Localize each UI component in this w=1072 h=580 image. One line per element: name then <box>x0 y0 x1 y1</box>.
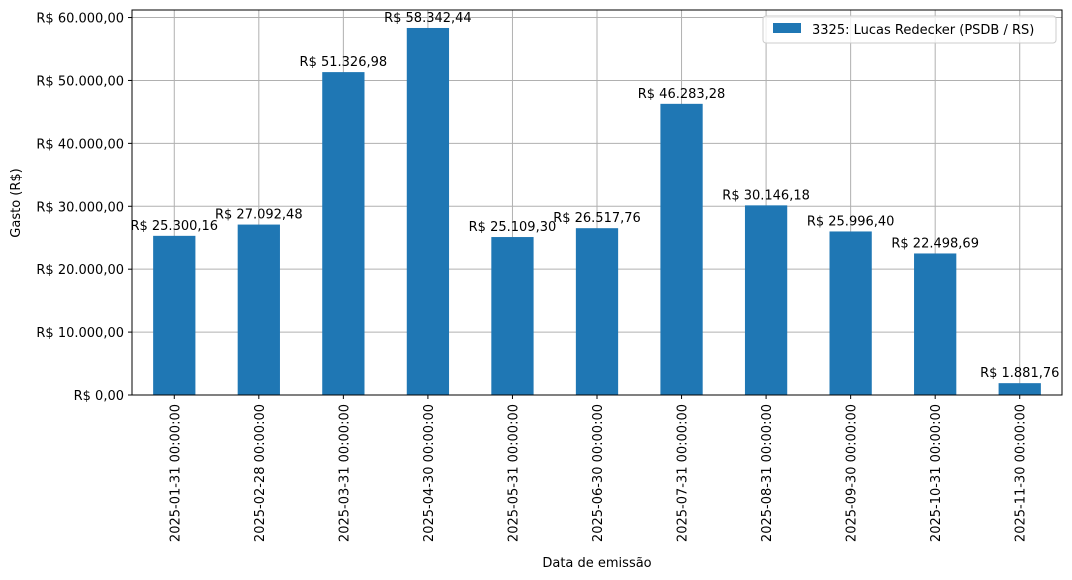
x-tick-label: 2025-01-31 00:00:00 <box>168 404 183 542</box>
bar-value-label: R$ 26.517,76 <box>553 211 641 226</box>
bars <box>153 27 1041 396</box>
bar-value-label: R$ 22.498,69 <box>891 236 979 251</box>
bar <box>237 224 280 395</box>
bar <box>575 228 619 395</box>
bar-value-label: R$ 46.283,28 <box>638 87 726 102</box>
legend: 3325: Lucas Redecker (PSDB / RS) <box>762 15 1057 44</box>
y-tick-label: R$ 60.000,00 <box>36 12 124 27</box>
legend-label: 3325: Lucas Redecker (PSDB / RS) <box>812 23 1034 38</box>
x-axis-ticks: 2025-01-31 00:00:00 2025-02-28 00:00:00 20… <box>168 395 1029 542</box>
x-tick-label: 2025-08-31 00:00:00 <box>760 404 775 542</box>
bar-value-label: R$ 25.109,30 <box>469 220 557 235</box>
x-tick-label: 2025-10-31 00:00:00 <box>929 404 944 542</box>
y-tick-label: R$ 50.000,00 <box>36 74 124 89</box>
y-axis-ticks: R$ 0,00 R$ 10.000,00 R$ 20.000,00 R$ 30.000… <box>36 12 132 404</box>
x-tick-label: 2025-11-30 00:00:00 <box>1014 404 1029 542</box>
y-tick-label: R$ 20.000,00 <box>36 263 124 278</box>
bar <box>491 237 534 395</box>
legend-box <box>762 15 1057 44</box>
x-tick-label: 2025-06-30 00:00:00 <box>591 404 606 542</box>
bar-value-label: R$ 1.881,76 <box>980 366 1059 381</box>
bar-value-labels: R$ 25.300,16R$ 27.092,48 R$ 51.326,98 R$ 5… <box>130 11 1059 381</box>
bar <box>914 253 957 395</box>
bar-value-label: R$ 25.996,40 <box>807 214 895 229</box>
bar-value-label: R$ 25.300,16 <box>130 219 218 234</box>
bar <box>153 235 196 395</box>
y-tick-label: R$ 30.000,00 <box>36 200 124 215</box>
bar-value-label: R$ 51.326,98 <box>300 55 388 70</box>
x-tick-label: 2025-09-30 00:00:00 <box>845 404 860 542</box>
bar <box>998 383 1041 395</box>
x-tick-label: 2025-07-31 00:00:00 <box>676 404 691 542</box>
x-tick-label: 2025-04-30 00:00:00 <box>422 404 437 542</box>
bar <box>660 103 703 396</box>
x-tick-label: 2025-05-31 00:00:00 <box>506 404 521 542</box>
y-tick-label: R$ 10.000,00 <box>36 326 124 341</box>
x-tick-label: 2025-02-28 00:00:00 <box>253 404 268 542</box>
bar-value-label: R$ 30.146,18 <box>722 188 810 203</box>
x-tick-label: 2025-03-31 00:00:00 <box>337 404 352 542</box>
bar <box>406 27 450 396</box>
y-tick-label: R$ 40.000,00 <box>36 137 124 152</box>
bar-value-label: R$ 27.092,48 <box>215 208 303 223</box>
y-axis-title: Gasto (R$) <box>9 168 24 237</box>
bar-value-label: R$ 58.342,44 <box>384 11 472 26</box>
bar <box>744 205 788 395</box>
bar <box>829 231 872 395</box>
y-tick-label: R$ 0,00 <box>74 389 124 404</box>
x-axis-title: Data de emissão <box>542 556 651 571</box>
legend-swatch <box>773 23 801 33</box>
bar <box>322 72 365 396</box>
